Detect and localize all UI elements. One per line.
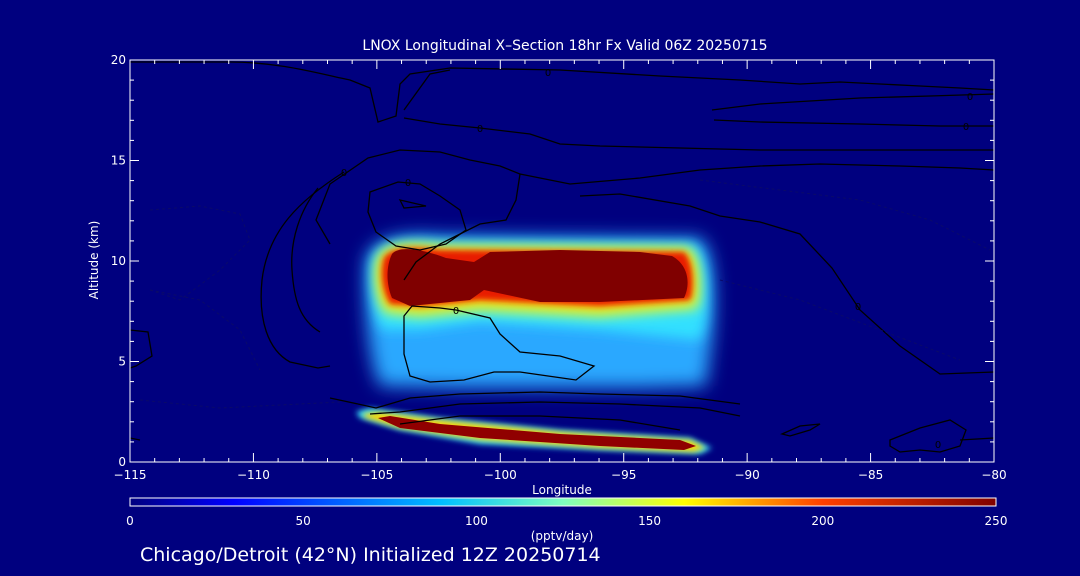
contour-line (329, 397, 359, 405)
contour-line (398, 199, 427, 209)
x-tick-label: −95 (611, 468, 636, 482)
contour-lines (129, 61, 995, 453)
colorbar-unit-label: (pptv/day) (531, 529, 594, 543)
contour-dashed-line (139, 399, 341, 409)
y-tick-label: 20 (111, 53, 126, 67)
colorbar (129, 497, 997, 507)
contour-dashed-line (719, 279, 961, 361)
x-tick-label: −105 (360, 468, 393, 482)
contour-dashed (139, 179, 991, 409)
contour-line (579, 193, 995, 375)
contour-line (129, 437, 141, 441)
y-tick-label: 15 (111, 154, 126, 168)
contour-line (369, 401, 741, 417)
x-tick-label: −85 (858, 468, 883, 482)
contour-label: 0 (477, 124, 483, 135)
colorbar-tick-label: 100 (465, 514, 488, 528)
colorbar-tick-label: 50 (296, 514, 311, 528)
y-axis: 0 5 10 15 20 (111, 53, 994, 469)
contour-line (780, 423, 821, 437)
contour-labels: 0 0 0 0 0 0 0 0 0 (341, 68, 973, 451)
contour-dashed-line (149, 205, 251, 301)
contour-line (959, 437, 995, 441)
contour-line (403, 69, 451, 111)
colorbar-tick-label: 200 (811, 514, 834, 528)
contour-label: 0 (545, 68, 551, 79)
contour-label: 0 (963, 122, 969, 133)
x-tick-label: −110 (237, 468, 270, 482)
contour-line (519, 163, 995, 185)
chart-title: LNOX Longitudinal X–Section 18hr Fx Vali… (362, 38, 767, 54)
contour-line (130, 61, 995, 123)
contour-line (399, 415, 681, 431)
x-tick-label: −90 (734, 468, 759, 482)
x-tick-label: −80 (981, 468, 1006, 482)
contour-line (889, 419, 967, 453)
contour-line (129, 329, 153, 369)
contour-line (713, 119, 994, 127)
footer-caption: Chicago/Detroit (42°N) Initialized 12Z 2… (140, 544, 601, 566)
contour-label: 0 (453, 306, 459, 317)
colorbar-tick-label: 150 (638, 514, 661, 528)
plume-field (356, 235, 715, 454)
contour-line (315, 149, 521, 281)
contour-label: 0 (935, 440, 941, 451)
y-tick-label: 10 (111, 254, 126, 268)
y-tick-label: 5 (118, 355, 126, 369)
colorbar-tick-label: 250 (985, 514, 1008, 528)
colorbar-tick-label: 0 (126, 514, 134, 528)
lowlevel-core (378, 416, 696, 450)
x-axis: −115 −110 −105 −100 −95 −90 −85 −80 (114, 60, 1007, 482)
colorbar-ticks: 0 50 100 150 200 250 (126, 514, 1007, 528)
contour-dashed-line (149, 289, 261, 371)
contour-line (260, 171, 345, 369)
contour-label: 0 (341, 168, 347, 179)
plume-core (387, 249, 688, 306)
contour-line (711, 93, 995, 111)
contour-dashed-line (699, 179, 991, 251)
contour-line (357, 391, 741, 409)
y-tick-label: 0 (118, 455, 126, 469)
contour-line (403, 305, 596, 383)
contour-line (367, 181, 467, 251)
contour-label: 0 (967, 92, 973, 103)
x-axis-label: Longitude (532, 483, 592, 497)
contour-label: 0 (405, 178, 411, 189)
contour-line (403, 117, 994, 151)
contour-label: 0 (855, 302, 861, 313)
contour-line (291, 187, 321, 333)
y-axis-label: Altitude (km) (87, 221, 101, 300)
x-tick-label: −115 (114, 468, 147, 482)
x-tick-label: −100 (484, 468, 517, 482)
